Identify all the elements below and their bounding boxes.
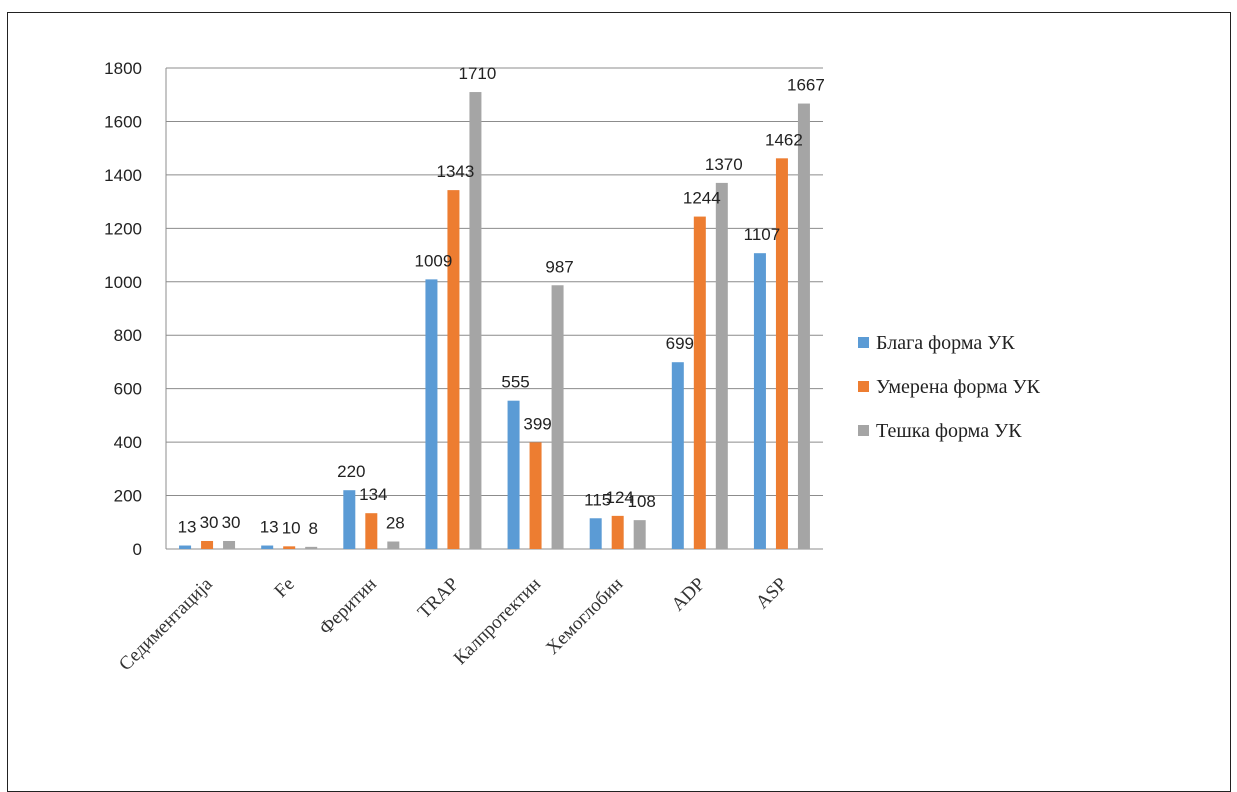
bar xyxy=(425,279,438,549)
data-label: 220 xyxy=(337,462,365,481)
data-labels: 13 30 30 13 10 822013428100913431710555399987… xyxy=(178,64,825,538)
data-label: 10 xyxy=(282,518,301,537)
data-label: 30 xyxy=(200,513,219,532)
data-label: 13 xyxy=(260,518,279,537)
bar xyxy=(611,515,624,549)
bar xyxy=(671,362,684,549)
legend-swatch xyxy=(858,337,869,348)
bar xyxy=(797,103,810,549)
y-tick-label: 200 xyxy=(114,487,142,506)
y-axis: 0 200 400 600 800 1000 1200 1400 1600 1800 xyxy=(104,59,167,559)
y-tick-label: 0 xyxy=(133,540,142,559)
data-label: 124 xyxy=(606,488,634,507)
data-label: 399 xyxy=(523,414,551,433)
y-tick-label: 1800 xyxy=(104,59,142,78)
bars xyxy=(179,92,810,550)
data-label: 30 xyxy=(222,513,241,532)
bar xyxy=(507,400,520,549)
data-label: 1009 xyxy=(415,251,453,270)
data-label: 699 xyxy=(666,334,694,353)
x-tick-label: Феритин xyxy=(315,574,381,640)
bar xyxy=(551,285,564,549)
data-label: 28 xyxy=(386,514,405,533)
bar xyxy=(775,158,788,549)
data-label: 987 xyxy=(545,257,573,276)
bar xyxy=(261,545,274,549)
data-label: 1343 xyxy=(437,162,475,181)
x-tick-label: ASP xyxy=(752,574,791,613)
y-tick-label: 400 xyxy=(114,433,142,452)
bar xyxy=(179,545,192,549)
y-tick-label: 1200 xyxy=(104,219,142,238)
bar xyxy=(529,442,542,549)
data-label: 1667 xyxy=(787,76,825,95)
data-label: 1370 xyxy=(705,155,743,174)
legend-swatch xyxy=(858,425,869,436)
bar xyxy=(753,253,766,549)
bar xyxy=(447,190,460,550)
bar xyxy=(387,541,400,549)
legend-label: Умерена форма УК xyxy=(876,376,1041,398)
data-label: 8 xyxy=(308,519,317,538)
data-label: 115 xyxy=(584,490,611,509)
legend-label: Блага форма УК xyxy=(876,332,1015,354)
data-label: 13 xyxy=(178,518,197,537)
x-tick-label: Седиментација xyxy=(115,573,217,675)
data-label: 108 xyxy=(628,492,656,511)
bar xyxy=(633,520,646,549)
bar xyxy=(223,540,236,549)
bar xyxy=(469,92,482,550)
x-tick-label: TRAP xyxy=(414,574,463,623)
data-label: 134 xyxy=(359,485,387,504)
legend: Блага форма УК Умерена форма УК Тешка форм… xyxy=(858,332,1041,442)
bar xyxy=(365,513,378,549)
bar xyxy=(283,546,296,549)
bar xyxy=(305,546,318,549)
bar xyxy=(693,216,706,549)
x-tick-label: Хемоглобин xyxy=(542,574,627,659)
bar xyxy=(201,540,214,549)
y-tick-label: 600 xyxy=(114,380,142,399)
y-tick-label: 1600 xyxy=(104,112,142,131)
chart-frame: 0 200 400 600 800 1000 1200 1400 1600 1800 13 30 30… xyxy=(7,12,1231,792)
y-tick-label: 800 xyxy=(114,326,142,345)
data-label: 555 xyxy=(501,373,529,392)
y-tick-label: 1400 xyxy=(104,166,142,185)
y-tick-label: 1000 xyxy=(104,273,142,292)
x-tick-label: Калпротектин xyxy=(450,574,545,669)
bar xyxy=(715,182,728,549)
data-label: 1710 xyxy=(459,64,497,83)
data-label: 1462 xyxy=(765,130,803,149)
gridlines xyxy=(166,67,823,550)
bar xyxy=(343,490,356,549)
x-tick-label: ADP xyxy=(668,574,710,616)
x-axis: Седиментација Fe Феритин TRAPКалпротектинХе… xyxy=(115,573,791,675)
bar xyxy=(589,518,602,549)
legend-swatch xyxy=(858,381,869,392)
legend-label: Тешка форма УК xyxy=(876,420,1022,442)
data-label: 1244 xyxy=(683,189,721,208)
x-tick-label: Fe xyxy=(270,574,298,602)
data-label: 1107 xyxy=(744,225,781,244)
